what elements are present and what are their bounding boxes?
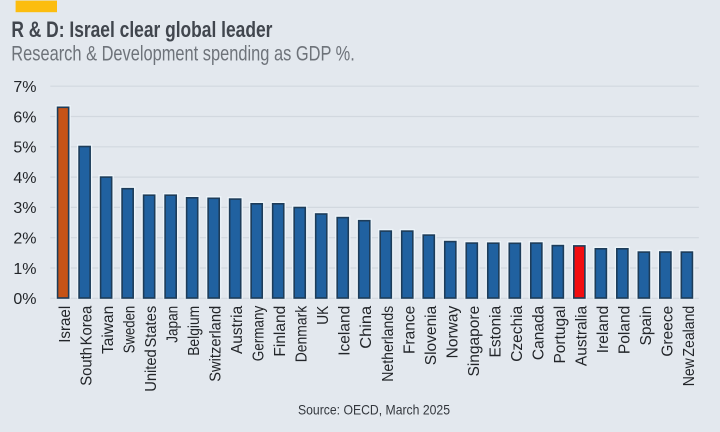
svg-text:Finland: Finland [272,306,289,357]
svg-text:Portugal: Portugal [552,306,569,364]
svg-text:0%: 0% [13,291,36,308]
svg-text:Germany: Germany [251,306,268,362]
svg-text:Spain: Spain [638,306,655,346]
svg-text:Japan: Japan [165,306,182,343]
svg-text:Denmark: Denmark [294,306,311,363]
svg-text:Netherlands: Netherlands [380,306,397,382]
svg-text:Singapore: Singapore [466,306,483,377]
svg-text:South Korea: South Korea [79,305,96,385]
svg-text:Norway: Norway [444,306,461,359]
svg-text:Iceland: Iceland [337,306,354,356]
svg-text:4%: 4% [13,170,36,187]
svg-text:United States: United States [143,306,160,392]
svg-text:1%: 1% [13,261,36,278]
svg-text:Taiwan: Taiwan [100,306,117,354]
svg-text:Belgium: Belgium [186,306,203,356]
svg-text:Australia: Australia [573,305,590,366]
svg-text:New Zealand: New Zealand [681,306,698,387]
svg-text:Poland: Poland [616,306,633,354]
svg-text:Israel: Israel [57,306,74,343]
svg-text:Canada: Canada [530,305,547,360]
svg-text:Ireland: Ireland [595,306,612,353]
svg-text:Sweden: Sweden [122,306,139,354]
svg-text:France: France [401,306,418,354]
svg-text:2%: 2% [13,231,36,248]
svg-text:6%: 6% [13,109,36,126]
svg-text:R & D: Israel clear global lea: R & D: Israel clear global leader [11,17,272,42]
svg-text:China: China [358,305,375,348]
svg-text:Source: OECD, March 2025: Source: OECD, March 2025 [298,402,450,418]
svg-text:3%: 3% [13,200,36,217]
svg-text:Switzerland: Switzerland [208,306,225,382]
svg-text:5%: 5% [13,140,36,157]
svg-text:7%: 7% [13,79,36,96]
svg-text:Austria: Austria [229,305,246,354]
svg-text:Research & Development spendin: Research & Development spending as GDP %… [11,43,355,66]
svg-text:Czechia: Czechia [509,305,526,361]
svg-text:Slovenia: Slovenia [423,305,440,365]
svg-text:Estonia: Estonia [487,305,504,357]
svg-text:Greece: Greece [659,306,676,357]
svg-text:UK: UK [315,305,332,325]
